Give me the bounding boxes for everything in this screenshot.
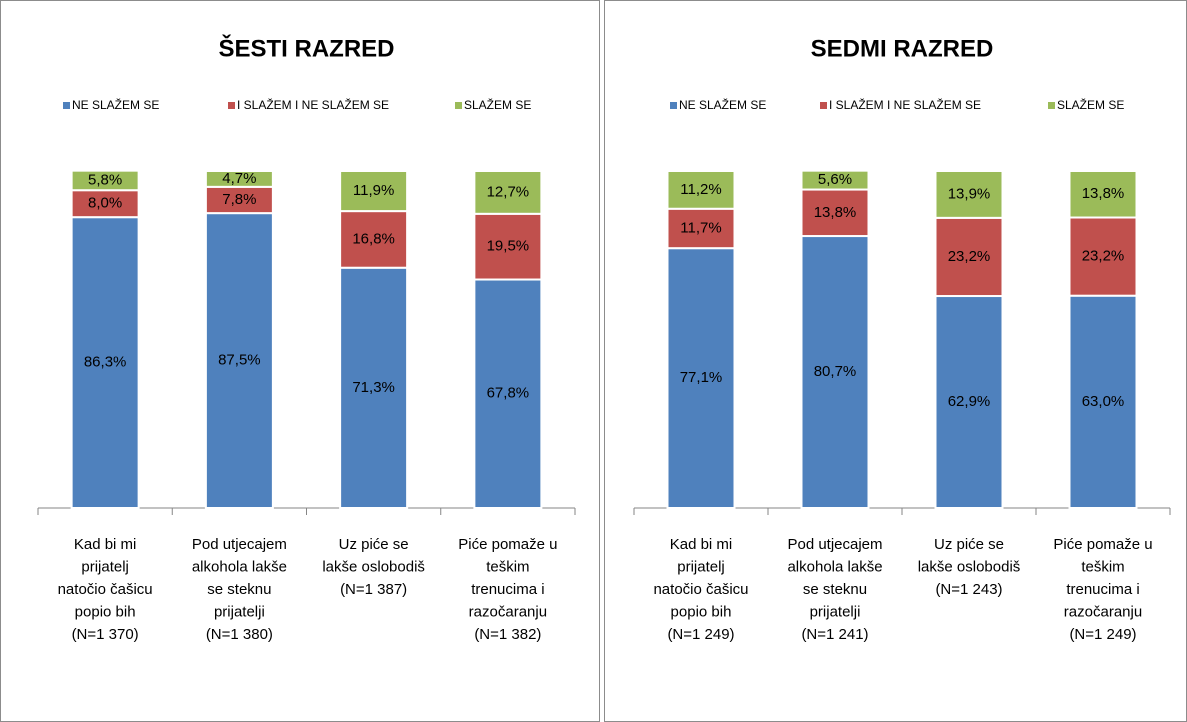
- chart-title: ŠESTI RAZRED: [218, 34, 394, 62]
- data-label: 19,5%: [487, 238, 530, 255]
- x-tick-label: Kad bi mi: [670, 536, 733, 553]
- bar-segment: [204, 212, 274, 509]
- data-label: 77,1%: [680, 369, 723, 386]
- data-label: 63,0%: [1082, 393, 1125, 410]
- x-tick-label: razočaranju: [1064, 603, 1142, 620]
- legend-label: SLAŽEM SE: [464, 97, 531, 112]
- x-tick-label: prijatelj: [677, 558, 725, 575]
- data-label: 23,2%: [1082, 248, 1125, 265]
- x-tick-label: (N=1 249): [1069, 626, 1136, 643]
- bar-segment: [666, 247, 736, 509]
- chart-title: SEDMI RAZRED: [811, 35, 994, 62]
- x-tick-label: alkohola lakše: [787, 558, 882, 575]
- x-tick-label: natočio čašicu: [653, 581, 748, 598]
- data-label: 86,3%: [84, 354, 127, 371]
- x-tick-label: teškim: [486, 558, 529, 575]
- bar-segment: [473, 278, 543, 509]
- data-label: 87,5%: [218, 352, 261, 369]
- data-label: 13,9%: [948, 185, 991, 202]
- x-tick-label: trenucima i: [1066, 581, 1139, 598]
- x-tick-label: (N=1 243): [935, 581, 1002, 598]
- bar-segment: [666, 170, 736, 210]
- data-label: 7,8%: [222, 191, 256, 208]
- x-tick-label: (N=1 370): [72, 626, 139, 643]
- legend-swatch: [1048, 102, 1055, 109]
- x-tick-label: prijatelj: [81, 558, 129, 575]
- bar-segment: [70, 216, 140, 509]
- data-label: 62,9%: [948, 393, 991, 410]
- bar-segment: [339, 266, 409, 509]
- bar-segment: [800, 188, 870, 238]
- legend-label: NE SLAŽEM SE: [679, 97, 766, 112]
- data-label: 5,8%: [88, 171, 122, 188]
- data-label: 16,8%: [352, 230, 395, 247]
- x-tick-label: trenucima i: [471, 581, 544, 598]
- bar-segment: [666, 207, 736, 250]
- data-label: 71,3%: [352, 379, 395, 396]
- x-tick-label: Piće pomaže u: [458, 536, 557, 553]
- bar-segment: [934, 170, 1004, 219]
- legend-label: I SLAŽEM I NE SLAŽEM SE: [829, 97, 981, 112]
- x-tick-label: alkohola lakše: [192, 558, 287, 575]
- x-tick-label: Pod utjecajem: [192, 536, 287, 553]
- x-tick-label: (N=1 380): [206, 626, 273, 643]
- x-tick-label: (N=1 387): [340, 581, 407, 598]
- x-tick-label: prijatelji: [810, 603, 861, 620]
- x-tick-label: natočio čašicu: [58, 581, 153, 598]
- x-tick-label: (N=1 249): [667, 626, 734, 643]
- data-label: 11,9%: [353, 182, 394, 199]
- data-label: 13,8%: [1082, 185, 1125, 202]
- x-tick-label: (N=1 241): [801, 626, 868, 643]
- bar-segment: [800, 169, 870, 191]
- x-tick-label: popio bih: [75, 603, 136, 620]
- x-tick-label: (N=1 382): [474, 626, 541, 643]
- legend-swatch: [670, 102, 677, 109]
- x-tick-label: Pod utjecajem: [787, 536, 882, 553]
- legend-swatch: [455, 102, 462, 109]
- bar-segment: [473, 212, 543, 281]
- bar-segment: [1068, 216, 1138, 297]
- legend-swatch: [228, 102, 235, 109]
- x-tick-label: Piće pomaže u: [1053, 536, 1152, 553]
- x-tick-label: lakše oslobodiš: [918, 558, 1021, 575]
- bar-segment: [70, 169, 140, 192]
- bar-segment: [934, 295, 1004, 510]
- bar-segment: [473, 170, 543, 215]
- legend-swatch: [820, 102, 827, 109]
- legend-label: I SLAŽEM I NE SLAŽEM SE: [237, 97, 389, 112]
- data-label: 8,0%: [88, 195, 122, 212]
- bar-segment: [204, 185, 274, 215]
- x-tick-label: popio bih: [671, 603, 732, 620]
- x-tick-label: se steknu: [803, 581, 867, 598]
- legend-label: NE SLAŽEM SE: [72, 97, 159, 112]
- x-tick-label: teškim: [1081, 558, 1124, 575]
- bar-segment: [339, 210, 409, 269]
- bar-segment: [1068, 170, 1138, 219]
- data-label: 67,8%: [487, 385, 530, 402]
- data-label: 5,6%: [818, 171, 852, 188]
- data-label: 23,2%: [948, 248, 991, 265]
- data-label: 11,2%: [680, 181, 721, 198]
- bar-segment: [339, 170, 409, 213]
- x-tick-label: Uz piće se: [934, 536, 1004, 553]
- legend-label: SLAŽEM SE: [1057, 97, 1124, 112]
- legend-swatch: [63, 102, 70, 109]
- x-tick-label: Kad bi mi: [74, 536, 137, 553]
- x-tick-label: lakše oslobodiš: [322, 558, 425, 575]
- data-label: 12,7%: [487, 183, 530, 200]
- bar-segment: [204, 170, 274, 188]
- bar-segment: [1068, 294, 1138, 509]
- data-label: 4,7%: [222, 170, 256, 187]
- x-tick-label: prijatelji: [214, 603, 265, 620]
- data-label: 11,7%: [680, 219, 721, 236]
- x-tick-label: se steknu: [207, 581, 271, 598]
- x-tick-label: Uz piće se: [339, 536, 409, 553]
- data-label: 13,8%: [814, 204, 857, 221]
- x-tick-label: razočaranju: [469, 603, 547, 620]
- data-label: 80,7%: [814, 363, 857, 380]
- bar-segment: [800, 235, 870, 510]
